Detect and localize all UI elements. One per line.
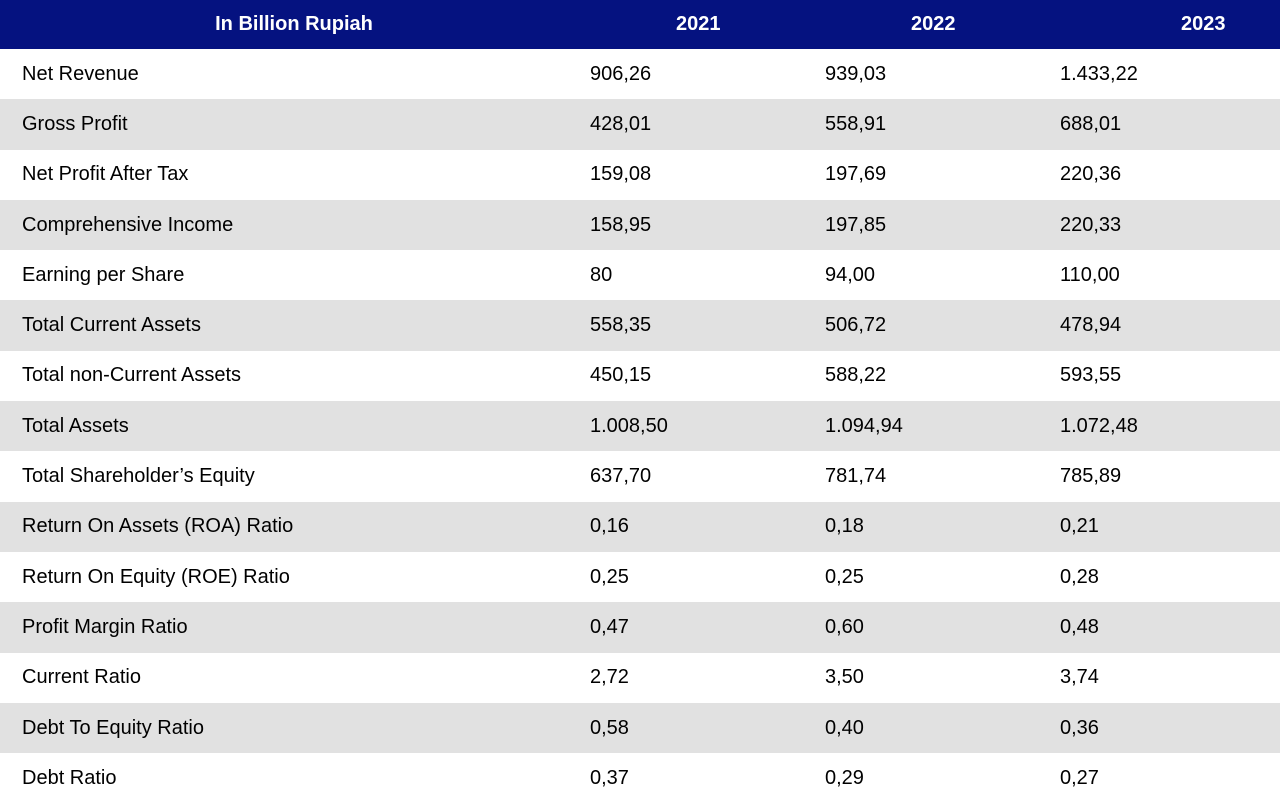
value-2021: 558,35	[590, 314, 652, 337]
value-2022: 0,40	[825, 716, 864, 739]
table-row: Current Ratio 2,72 3,50 3,74	[0, 652, 1280, 703]
value-2021: 0,58	[590, 716, 629, 739]
row-label: Total non-Current Assets	[22, 364, 241, 387]
header-row: In Billion Rupiah 2021 2022 2023	[0, 0, 1280, 49]
value-2022: 3,50	[825, 666, 864, 689]
value-2022: 939,03	[825, 62, 887, 85]
value-2022: 94,00	[825, 263, 876, 286]
value-2023: 0,21	[1060, 515, 1099, 538]
table-row: Net Profit After Tax 159,08 197,69 220,36	[0, 149, 1280, 200]
value-2023: 785,89	[1060, 465, 1122, 488]
value-2021: 0,47	[590, 615, 629, 638]
value-2022: 781,74	[825, 465, 887, 488]
value-2022: 506,72	[825, 314, 887, 337]
row-label: Debt To Equity Ratio	[22, 716, 204, 739]
value-2022: 0,60	[825, 615, 864, 638]
row-label: Debt Ratio	[22, 766, 117, 789]
value-2023: 0,36	[1060, 716, 1099, 739]
value-2021: 450,15	[590, 364, 652, 387]
table-row: Gross Profit 428,01 558,91 688,01	[0, 99, 1280, 150]
header-unit-label: In Billion Rupiah	[215, 13, 373, 35]
value-2022: 197,69	[825, 163, 887, 186]
value-2023: 3,74	[1060, 666, 1099, 689]
table-row: Comprehensive Income 158,95 197,85 220,33	[0, 199, 1280, 251]
value-2023: 0,48	[1060, 615, 1099, 638]
value-2021: 1.008,50	[590, 414, 668, 437]
row-label: Total Current Assets	[22, 314, 201, 337]
header-year-2021: 2021	[676, 13, 721, 35]
row-label: Earning per Share	[22, 263, 185, 286]
row-label: Gross Profit	[22, 112, 128, 135]
row-label: Net Revenue	[22, 62, 139, 85]
value-2022: 0,25	[825, 565, 864, 588]
row-label: Total Shareholder’s Equity	[22, 465, 255, 488]
table-row: Debt Ratio 0,37 0,29 0,27	[0, 753, 1280, 804]
value-2023: 593,55	[1060, 364, 1122, 387]
header-year-2022: 2022	[911, 13, 956, 35]
value-2021: 0,25	[590, 565, 629, 588]
row-label: Return On Assets (ROA) Ratio	[22, 515, 294, 538]
value-2022: 1.094,94	[825, 414, 903, 437]
value-2022: 0,29	[825, 766, 864, 789]
value-2021: 0,37	[590, 766, 629, 789]
value-2022: 558,91	[825, 112, 887, 135]
value-2023: 688,01	[1060, 112, 1122, 135]
table-row: Debt To Equity Ratio 0,58 0,40 0,36	[0, 702, 1280, 754]
value-2023: 220,33	[1060, 213, 1122, 236]
row-label: Net Profit After Tax	[22, 163, 189, 186]
table-body: Net Revenue 906,26 939,03 1.433,22 Gross Pro…	[0, 49, 1280, 804]
row-label: Return On Equity (ROE) Ratio	[22, 565, 290, 588]
value-2023: 220,36	[1060, 163, 1122, 186]
value-2021: 80	[590, 263, 613, 286]
value-2021: 0,16	[590, 515, 629, 538]
table-row: Profit Margin Ratio 0,47 0,60 0,48	[0, 602, 1280, 653]
value-2021: 159,08	[590, 163, 652, 186]
value-2023: 0,28	[1060, 565, 1099, 588]
value-2022: 588,22	[825, 364, 887, 387]
row-label: Comprehensive Income	[22, 213, 234, 236]
value-2023: 1.433,22	[1060, 62, 1138, 85]
header-year-2023: 2023	[1181, 13, 1226, 35]
row-label: Profit Margin Ratio	[22, 615, 188, 638]
table-row: Total non-Current Assets 450,15 588,22 593,…	[0, 350, 1280, 402]
table-row: Net Revenue 906,26 939,03 1.433,22	[0, 49, 1280, 100]
value-2021: 906,26	[590, 62, 652, 85]
table-row: Return On Assets (ROA) Ratio 0,16 0,18 0,21	[0, 501, 1280, 552]
value-2021: 428,01	[590, 112, 652, 135]
value-2021: 2,72	[590, 666, 629, 689]
table-row: Total Current Assets 558,35 506,72 478,94	[0, 300, 1280, 351]
value-2022: 0,18	[825, 515, 864, 538]
value-2023: 110,00	[1060, 263, 1120, 286]
value-2022: 197,85	[825, 213, 887, 236]
table-row: Total Shareholder’s Equity 637,70 781,74 78…	[0, 451, 1280, 502]
row-label: Total Assets	[22, 414, 129, 437]
table-row: Total Assets 1.008,50 1.094,94 1.072,48	[0, 401, 1280, 452]
table-row: Earning per Share 80 94,00 110,00	[0, 250, 1280, 301]
row-label: Current Ratio	[22, 666, 141, 689]
value-2021: 158,95	[590, 213, 652, 236]
value-2023: 0,27	[1060, 766, 1099, 789]
table-row: Return On Equity (ROE) Ratio 0,25 0,25 0,28	[0, 551, 1280, 603]
value-2023: 478,94	[1060, 314, 1122, 337]
value-2023: 1.072,48	[1060, 414, 1138, 437]
table-header: In Billion Rupiah 2021 2022 2023	[0, 0, 1280, 49]
value-2021: 637,70	[590, 465, 652, 488]
